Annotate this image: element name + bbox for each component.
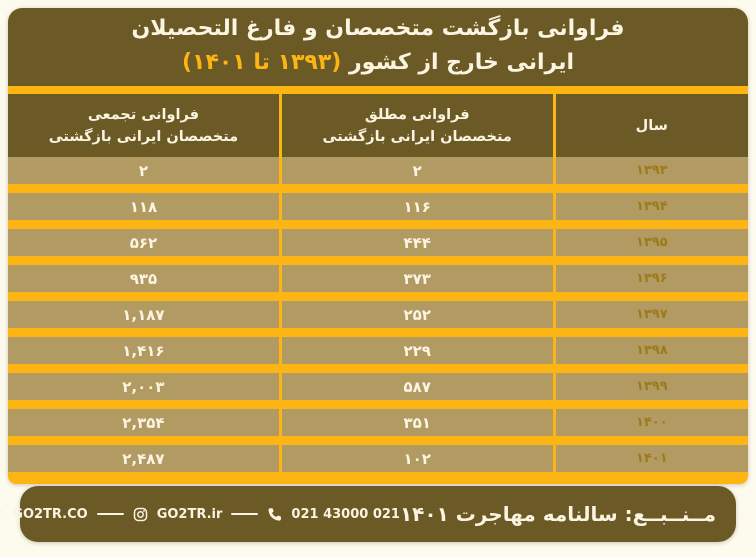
table-row: ۱۳۹۳ ۲ ۲ (8, 157, 748, 184)
instagram-icon (133, 507, 147, 521)
header-year: سال (556, 94, 748, 157)
page-title-line1: فراوانی بازگشت متخصصان و فارغ التحصیلان (131, 16, 625, 41)
year-cell: ۱۳۹۷ (635, 307, 668, 322)
cumulative-cell: ۵۶۲ (8, 229, 282, 256)
table-row: ۱۳۹۹ ۵۸۷ ۲,۰۰۳ (8, 373, 748, 400)
absolute-cell: ۲ (282, 157, 556, 184)
page-title-year-range: (۱۳۹۳ تا ۱۴۰۱) (181, 50, 342, 75)
year-cell: ۱۴۰۱ (635, 451, 668, 466)
cumulative-cell: ۱,۱۸۷ (8, 301, 282, 328)
footer-divider-dash (96, 513, 124, 515)
year-cell: ۱۳۹۴ (635, 199, 668, 214)
website-link[interactable]: GO2TR.CO (12, 506, 88, 522)
table-row: ۱۳۹۴ ۱۱۶ ۱۱۸ (8, 193, 748, 220)
table-row: ۱۳۹۶ ۳۷۳ ۹۳۵ (8, 265, 748, 292)
year-cell: ۱۳۹۶ (635, 271, 668, 286)
cumulative-cell: ۱۱۸ (8, 193, 282, 220)
year-cell: ۱۳۹۹ (635, 379, 668, 394)
phone-icon (268, 507, 282, 521)
header-absolute-line1: فراوانی مطلق (364, 106, 470, 123)
footer-divider-dash (231, 513, 259, 515)
cumulative-cell: ۹۳۵ (8, 265, 282, 292)
header-year-label: سال (635, 117, 668, 134)
absolute-cell: ۲۲۹ (282, 337, 556, 364)
table-row: ۱۴۰۱ ۱۰۲ ۲,۴۸۷ (8, 445, 748, 472)
cumulative-cell: ۲ (8, 157, 282, 184)
contact-strip: GO2TR.CO GO2TR.ir 021 43000 021 (0, 492, 400, 536)
page-title-line2: ایرانی خارج از کشور (۱۳۹۳ تا ۱۴۰۱) (20, 46, 736, 80)
cumulative-cell: ۱,۴۱۶ (8, 337, 282, 364)
year-cell: ۱۳۹۳ (635, 163, 668, 178)
footer-bar: مــنــبــع: سالنامه مهاجرت ۱۴۰۱ GO2TR.CO… (0, 486, 736, 542)
link-icon (0, 508, 2, 515)
header-absolute-line2: متخصصان ایرانی بازگشتی (322, 128, 512, 145)
source-text: مــنــبــع: سالنامه مهاجرت ۱۴۰۱ (399, 502, 716, 526)
infographic-table-card: فراوانی بازگشت متخصصان و فارغ التحصیلان … (8, 8, 748, 484)
phone-number[interactable]: 021 43000 021 (291, 506, 400, 522)
table-row: ۱۳۹۸ ۲۲۹ ۱,۴۱۶ (8, 337, 748, 364)
year-cell: ۱۳۹۸ (635, 343, 668, 358)
year-cell: ۱۳۹۵ (635, 235, 668, 250)
table-row: ۱۳۹۵ ۴۴۴ ۵۶۲ (8, 229, 748, 256)
header-cumulative-line1: فراوانی تجمعی (87, 106, 199, 123)
title-divider-stripe (8, 86, 748, 94)
absolute-cell: ۴۴۴ (282, 229, 556, 256)
absolute-cell: ۳۵۱ (282, 409, 556, 436)
header-cumulative-line2: متخصصان ایرانی بازگشتی (48, 128, 239, 145)
absolute-cell: ۲۵۲ (282, 301, 556, 328)
header-absolute-frequency: فراوانی مطلق متخصصان ایرانی بازگشتی (282, 94, 556, 157)
header-cumulative-frequency: فراوانی تجمعی متخصصان ایرانی بازگشتی (8, 94, 282, 157)
cumulative-cell: ۲,۰۰۳ (8, 373, 282, 400)
instagram-handle[interactable]: GO2TR.ir (156, 506, 223, 522)
table-body: ۱۳۹۳ ۲ ۲ ۱۳۹۴ ۱۱۶ ۱۱۸ ۱۳۹۵ ۴۴۴ ۵۶۲ ۱۳۹۶ … (8, 157, 748, 484)
table-row: ۱۳۹۷ ۲۵۲ ۱,۱۸۷ (8, 301, 748, 328)
absolute-cell: ۳۷۳ (282, 265, 556, 292)
cumulative-cell: ۲,۴۸۷ (8, 445, 282, 472)
year-cell: ۱۴۰۰ (635, 415, 668, 430)
absolute-cell: ۱۰۲ (282, 445, 556, 472)
absolute-cell: ۵۸۷ (282, 373, 556, 400)
table-row: ۱۴۰۰ ۳۵۱ ۲,۳۵۴ (8, 409, 748, 436)
page-title-line2-text: ایرانی خارج از کشور (341, 50, 575, 75)
table-header-row: سال فراوانی مطلق متخصصان ایرانی بازگشتی … (8, 94, 748, 157)
cumulative-cell: ۲,۳۵۴ (8, 409, 282, 436)
absolute-cell: ۱۱۶ (282, 193, 556, 220)
title-block: فراوانی بازگشت متخصصان و فارغ التحصیلان … (8, 8, 748, 86)
